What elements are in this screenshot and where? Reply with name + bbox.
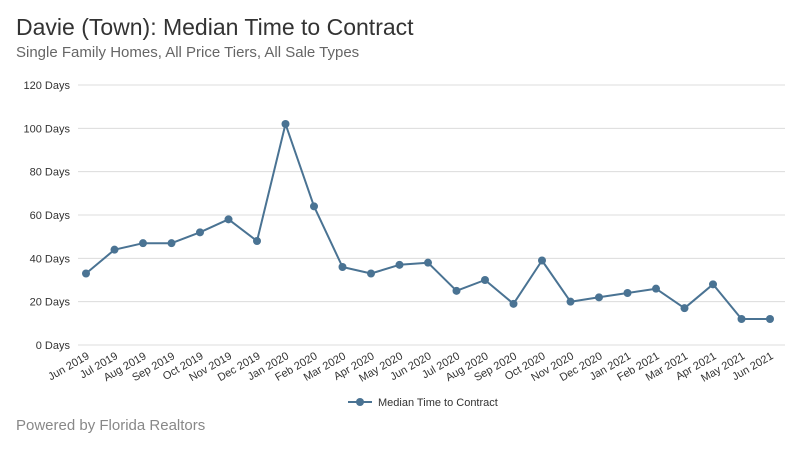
- data-point: [367, 269, 375, 278]
- data-point: [538, 256, 546, 265]
- data-point: [737, 315, 746, 323]
- powered-by-footer: Powered by Florida Realtors: [16, 417, 206, 434]
- y-tick-label: 80 Days: [30, 167, 71, 179]
- data-point: [481, 276, 489, 284]
- data-point: [253, 237, 261, 245]
- data-point: [509, 299, 518, 308]
- data-point: [652, 284, 660, 293]
- data-point: [566, 297, 575, 306]
- y-tick-label: 100 Days: [24, 123, 71, 135]
- data-point: [680, 304, 689, 313]
- data-point: [595, 293, 603, 302]
- data-point: [338, 263, 347, 271]
- legend-marker: [356, 398, 364, 406]
- y-tick-label: 20 Days: [30, 297, 71, 309]
- data-point: [139, 239, 147, 248]
- data-point: [395, 260, 404, 269]
- chart-subtitle: Single Family Homes, All Price Tiers, Al…: [16, 44, 360, 61]
- y-tick-label: 0 Days: [36, 340, 71, 352]
- data-point: [110, 245, 119, 254]
- data-point: [766, 315, 774, 323]
- legend-label: Median Time to Contract: [378, 397, 498, 409]
- y-tick-label: 40 Days: [30, 253, 71, 265]
- data-point: [224, 215, 233, 224]
- data-point: [709, 280, 717, 289]
- data-point: [452, 286, 461, 295]
- data-point: [424, 258, 432, 267]
- data-point: [196, 228, 204, 237]
- chart-title: Davie (Town): Median Time to Contract: [16, 14, 414, 40]
- y-tick-label: 120 Days: [24, 80, 71, 92]
- data-point: [82, 269, 90, 278]
- data-point: [167, 239, 176, 248]
- y-tick-label: 60 Days: [30, 210, 71, 222]
- data-point: [281, 120, 290, 128]
- data-point: [310, 202, 318, 211]
- data-point: [623, 289, 632, 297]
- series-line: [85, 123, 770, 320]
